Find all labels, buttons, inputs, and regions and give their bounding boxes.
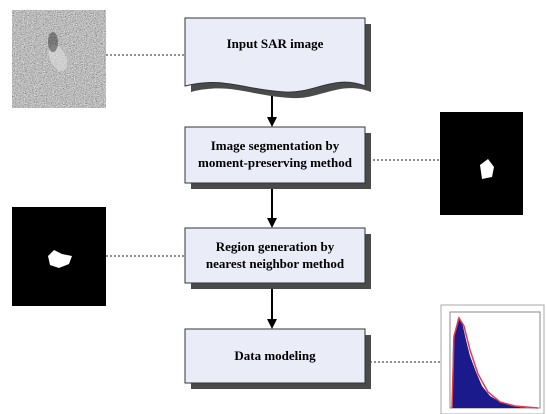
node-segmentation: Image segmentation by moment-preserving m… xyxy=(185,127,371,189)
node-label: Data modeling xyxy=(234,348,316,363)
node-modeling: Data modeling xyxy=(185,329,371,389)
node-label: Input SAR image xyxy=(227,36,324,51)
label-line: Image segmentation by xyxy=(211,138,340,153)
label-line: Data modeling xyxy=(234,348,316,363)
flowchart: Input SAR image Image segmentation by mom… xyxy=(0,0,547,414)
label-line: nearest neighbor method xyxy=(206,256,345,271)
region-image xyxy=(12,207,106,306)
segmented-image xyxy=(440,112,523,215)
histogram-image xyxy=(441,305,544,414)
node-input: Input SAR image xyxy=(185,18,371,98)
label-line: Region generation by xyxy=(216,239,335,254)
node-region: Region generation by nearest neighbor met… xyxy=(185,228,371,289)
sar-image xyxy=(12,10,106,108)
label-line: moment-preserving method xyxy=(198,155,353,170)
label-line: Input SAR image xyxy=(227,36,324,51)
